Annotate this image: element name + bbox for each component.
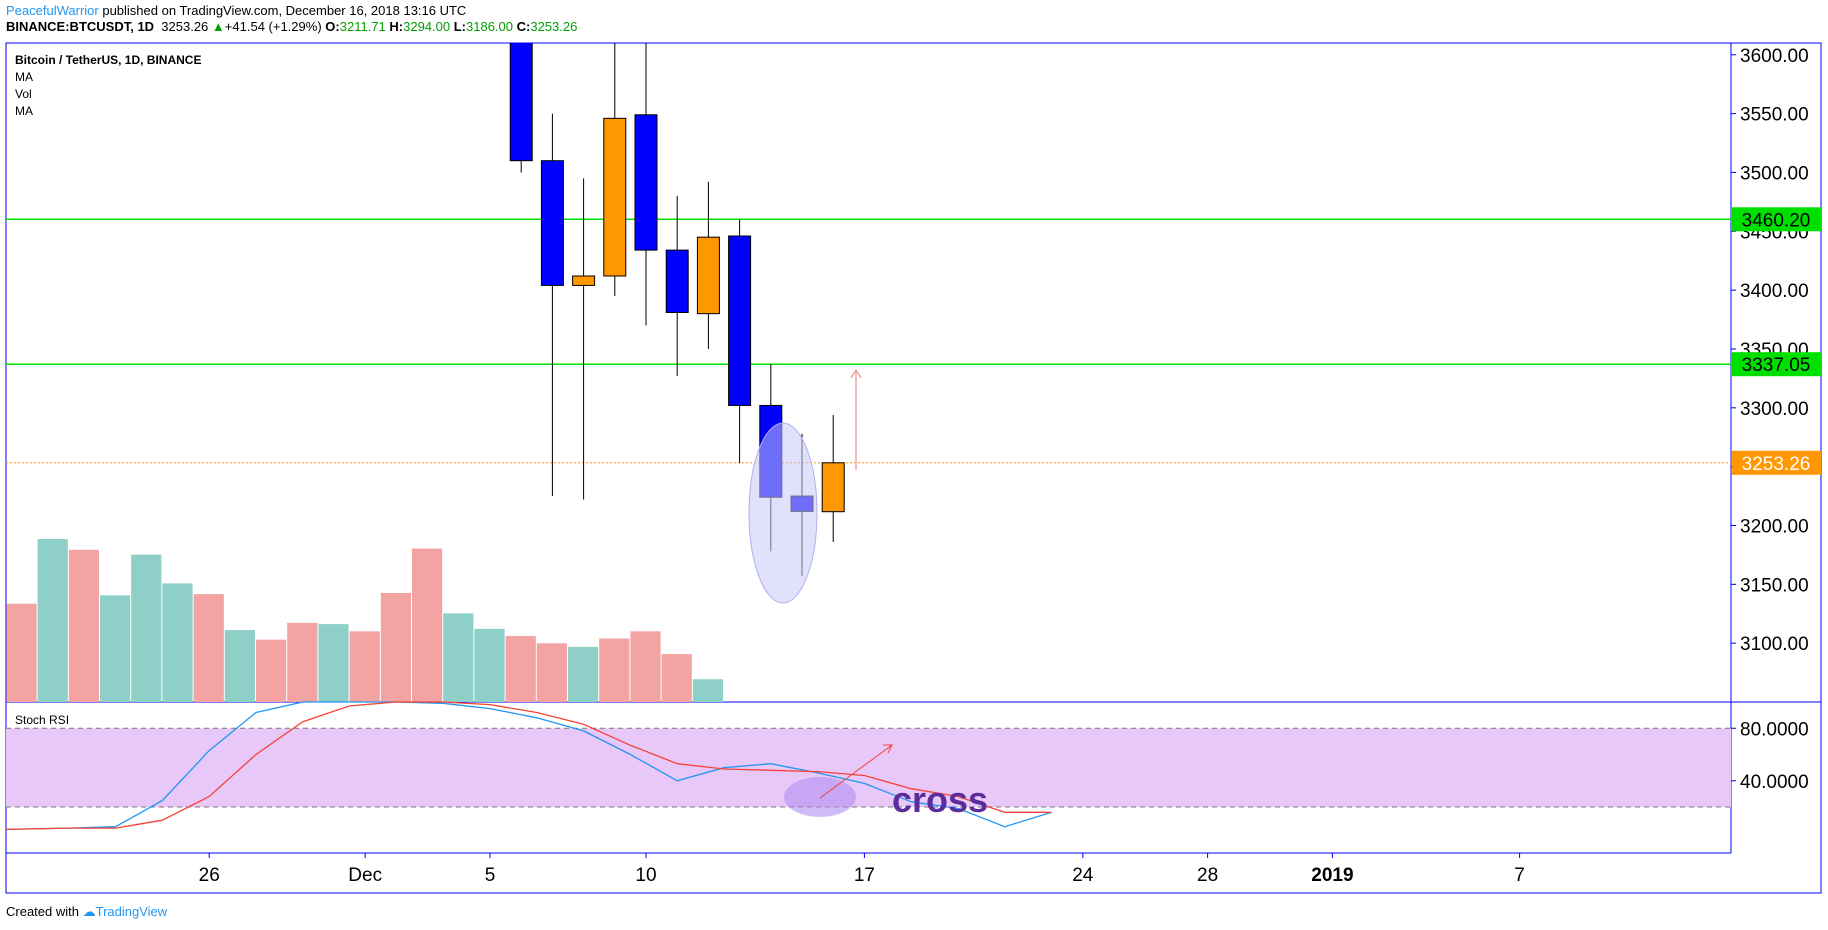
price-tick-label-4: 3300.00: [1740, 399, 1809, 420]
tradingview-logo-icon: ☁: [82, 904, 96, 919]
stoch-rsi-line-k: [5, 701, 1052, 831]
candle-body-1: [540, 160, 564, 286]
rsi-tick-label-1: 40.0000: [1740, 772, 1809, 793]
low-value: 3186.00: [466, 19, 514, 34]
time-tick-label-1: Dec: [348, 865, 382, 886]
last-price-tag-bg: [1732, 450, 1821, 475]
volume-bar-4: [131, 554, 162, 702]
price-tick-label-8: 3500.00: [1740, 163, 1809, 184]
tradingview-link[interactable]: TradingView: [95, 904, 168, 919]
candle-body-4: [634, 114, 658, 251]
time-tick-label-5: 24: [1072, 865, 1094, 886]
volume-bar-5: [162, 583, 193, 702]
symbol-label: BINANCE:BTCUSDT, 1D: [6, 19, 155, 34]
open-label: O:: [325, 19, 340, 34]
volume-bar-1: [37, 539, 68, 702]
volume-bar-19: [599, 638, 630, 702]
volume-bar-3: [100, 595, 131, 702]
footer: Created with ☁TradingView: [6, 904, 167, 920]
time-tick-label-2: 5: [485, 865, 496, 886]
time-tick-label-4: 17: [854, 865, 875, 886]
target-arrow-icon: [850, 368, 862, 379]
cross-arrow-line: [819, 744, 893, 799]
legend-item-vol: Vol: [15, 87, 32, 101]
price-tick-label-10: 3600.00: [1740, 46, 1809, 67]
up-arrow-icon: ▲: [211, 19, 225, 34]
cross-annotation: cross: [892, 779, 988, 820]
created-with-text: Created with: [6, 904, 79, 919]
last-price-tag: 3253.26: [1742, 454, 1811, 475]
volume-bar-20: [630, 631, 661, 702]
time-tick-label-0: 26: [199, 865, 220, 886]
legend-item-ma: MA: [15, 70, 33, 84]
volume-bar-9: [287, 622, 318, 702]
volume-bar-16: [505, 636, 536, 702]
volume-bar-22: [692, 679, 723, 702]
volume-bar-8: [256, 639, 287, 702]
volume-bar-18: [568, 646, 599, 702]
high-label: H:: [389, 19, 404, 34]
volume-bar-6: [193, 594, 224, 702]
candle-body-0: [509, 43, 533, 162]
chart-header: PeacefulWarrior published on TradingView…: [6, 3, 577, 35]
volume-bar-21: [661, 654, 692, 702]
stoch-rsi-label: Stoch RSI: [15, 713, 69, 727]
author-link[interactable]: PeacefulWarrior: [6, 3, 99, 18]
high-value: 3294.00: [403, 19, 451, 34]
highlight-ellipse-cross: [784, 777, 856, 817]
volume-bar-10: [318, 624, 349, 702]
volume-bar-13: [412, 548, 443, 702]
published-text: published on TradingView.com, December 1…: [102, 3, 467, 18]
cross-arrow-icon: [883, 744, 893, 754]
candle-body-10: [821, 462, 845, 513]
change-value: +41.54 (+1.29%): [224, 19, 322, 34]
rsi-tick-label-0: 80.0000: [1740, 719, 1809, 740]
candle-body-7: [728, 235, 752, 406]
open-value: 3211.71: [339, 19, 386, 34]
candle-body-2: [572, 275, 596, 286]
volume-bar-11: [349, 631, 380, 702]
close-label: C:: [516, 19, 531, 34]
level-tag-1-bg: [1732, 352, 1821, 377]
legend-item-ma-2: MA: [15, 104, 33, 118]
volume-bar-15: [474, 628, 505, 702]
price-tick-label-0: 3100.00: [1740, 634, 1809, 655]
time-tick-label-8: 7: [1514, 865, 1525, 886]
time-tick-label-7: 2019: [1311, 865, 1353, 886]
price-tick-label-1: 3150.00: [1740, 575, 1809, 596]
close-value: 3253.26: [530, 19, 578, 34]
price-tick-label-6: 3400.00: [1740, 281, 1809, 302]
time-tick-label-3: 10: [635, 865, 656, 886]
level-tag-0-bg: [1732, 207, 1821, 232]
price-tick-label-2: 3200.00: [1740, 516, 1809, 537]
price-tick-label-9: 3550.00: [1740, 105, 1809, 126]
time-tick-label-6: 28: [1197, 865, 1218, 886]
volume-bar-0: [6, 603, 37, 702]
candle-body-3: [603, 117, 627, 277]
stoch-rsi-band: [6, 728, 1731, 808]
volume-bar-7: [224, 630, 255, 702]
volume-bar-17: [536, 643, 567, 702]
last-price-value: 3253.26: [161, 19, 209, 34]
highlight-ellipse-candles: [748, 422, 818, 604]
level-tag-0: 3460.20: [1742, 210, 1811, 231]
level-tag-1: 3337.05: [1742, 355, 1811, 376]
legend-title: Bitcoin / TetherUS, 1D, BINANCE: [15, 53, 201, 67]
low-label: L:: [453, 19, 467, 34]
volume-bar-2: [68, 549, 99, 702]
candle-body-6: [696, 236, 720, 315]
volume-bar-14: [443, 613, 474, 702]
candle-body-5: [665, 249, 689, 313]
volume-bar-12: [380, 592, 411, 702]
stoch-rsi-line-d: [5, 701, 1052, 831]
